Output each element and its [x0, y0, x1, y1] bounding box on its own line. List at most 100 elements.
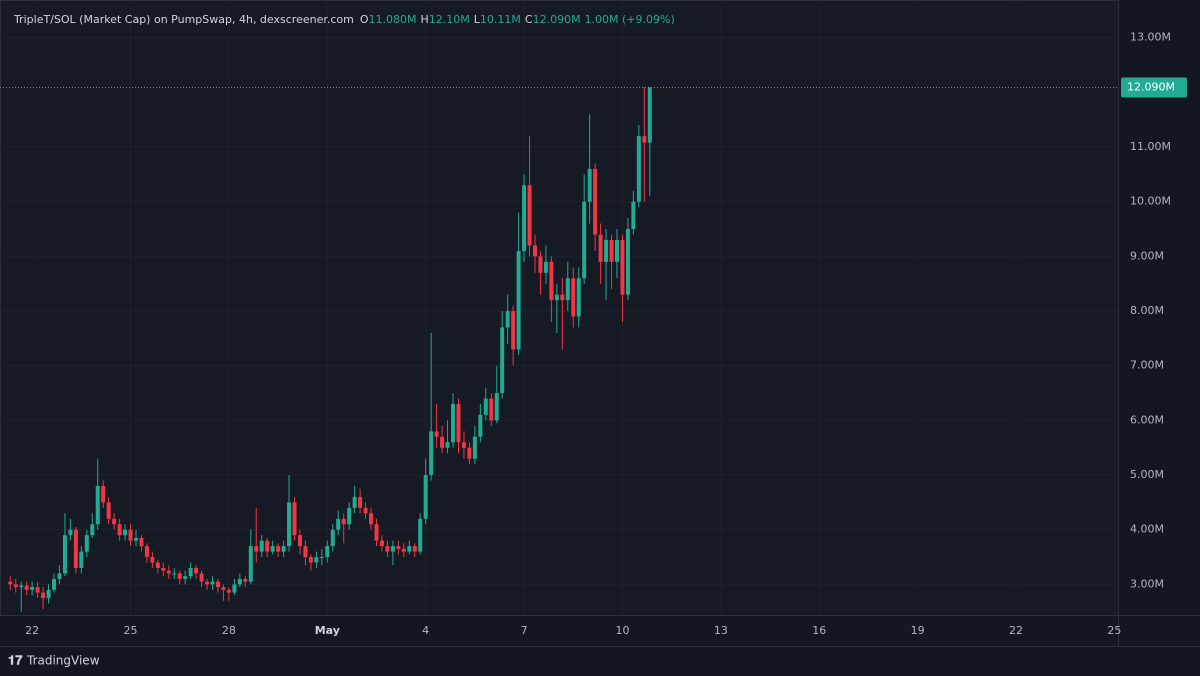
x-tick-label: 19	[911, 624, 925, 637]
candle-body	[128, 529, 133, 541]
x-tick-label: 16	[812, 624, 826, 637]
candle-body	[254, 546, 259, 552]
candle-body	[35, 587, 40, 593]
x-tick-label: 4	[422, 624, 429, 637]
candle-body	[429, 431, 434, 476]
candle-body	[451, 403, 456, 443]
candle-body	[270, 546, 275, 552]
x-tick-label: 7	[521, 624, 528, 637]
x-tick-label: 10	[615, 624, 629, 637]
candle-body	[177, 573, 182, 579]
candle-body	[19, 585, 24, 588]
candle-body	[494, 393, 499, 421]
change: 1.00M (+9.09%)	[585, 13, 675, 26]
candle-body	[319, 557, 324, 559]
x-tick-label: 25	[124, 624, 138, 637]
candle-body	[576, 278, 581, 317]
candle-body	[194, 567, 199, 574]
candle-body	[538, 256, 543, 273]
candle-body	[237, 578, 242, 585]
candle-body	[347, 507, 352, 525]
ohlc-label: O	[360, 13, 369, 26]
last-price-badge	[1121, 77, 1187, 98]
y-tick-label: 7.00M	[1130, 359, 1164, 372]
candle-body	[24, 585, 29, 590]
candle-body	[527, 185, 532, 246]
candle-body	[139, 537, 144, 547]
candle-body	[363, 507, 368, 514]
candle-body	[407, 546, 412, 552]
header-title: TripleT/SOL (Market Cap) on PumpSwap, 4h…	[13, 13, 354, 26]
candle-body	[609, 239, 614, 262]
y-tick-label: 11.00M	[1130, 140, 1171, 153]
candle-body	[598, 234, 603, 262]
candle-body	[325, 546, 330, 558]
y-tick-label: 8.00M	[1130, 304, 1164, 317]
y-tick-label: 13.00M	[1130, 31, 1171, 44]
candle-body	[276, 546, 281, 552]
ohlc-value: 11.080M	[369, 13, 417, 26]
candle-body	[396, 546, 401, 549]
candle-body	[30, 587, 35, 590]
brand: TradingView	[26, 654, 100, 668]
candle-body	[549, 261, 554, 301]
candle-body	[68, 529, 73, 536]
candle-body	[150, 557, 155, 563]
candle-body	[472, 436, 477, 459]
last-price-label: 12.090M	[1127, 80, 1175, 93]
candle-body	[352, 496, 357, 508]
candle-body	[582, 201, 587, 279]
candle-body	[308, 557, 313, 563]
candle-body	[215, 581, 220, 588]
candle-body	[205, 581, 210, 585]
candle-body	[155, 562, 160, 568]
candle-body	[314, 557, 319, 563]
candle-body	[456, 403, 461, 443]
candle-body	[379, 540, 384, 547]
candle-body	[505, 311, 510, 328]
candle-body	[62, 535, 67, 574]
candle-body	[172, 573, 177, 575]
candle-body	[571, 278, 576, 317]
candle-body	[226, 589, 231, 593]
candle-body	[199, 573, 204, 582]
candle-body	[565, 278, 570, 301]
candle-body	[106, 502, 111, 519]
candle-body	[134, 537, 139, 541]
candle-body	[625, 229, 630, 295]
candle-body	[90, 524, 95, 536]
candle-body	[483, 398, 488, 415]
candle-body	[84, 535, 89, 552]
candle-body	[183, 576, 188, 579]
candle-body	[631, 201, 636, 230]
x-tick-label: 22	[1009, 624, 1023, 637]
candle-body	[560, 294, 565, 301]
y-tick-label: 6.00M	[1130, 413, 1164, 426]
header: TripleT/SOL (Market Cap) on PumpSwap, 4h…	[13, 13, 675, 26]
candle-body	[516, 250, 521, 350]
candle-body	[112, 518, 117, 525]
candle-body	[543, 261, 548, 273]
candle-body	[390, 546, 395, 552]
candle-body	[593, 168, 598, 235]
candle-body	[166, 570, 171, 574]
candle-body	[101, 485, 106, 503]
candle-body	[117, 524, 122, 536]
candle-body	[52, 578, 57, 590]
candle-body	[511, 311, 516, 350]
y-tick-label: 9.00M	[1130, 249, 1164, 262]
candle-body	[554, 294, 559, 301]
candle-body	[500, 327, 505, 394]
ohlc-value: 12.10M	[429, 13, 470, 26]
candle-body	[401, 548, 406, 552]
candle-body	[144, 546, 149, 558]
candle-body	[341, 518, 346, 525]
candle-body	[647, 87, 652, 143]
candle-body	[614, 239, 619, 262]
y-tick-label: 3.00M	[1130, 577, 1164, 590]
candle-body	[330, 529, 335, 547]
labels: 3.00M 4.00M 5.00M 6.00M 7.00M 8.00M 9.00M 10.00…	[25, 31, 1187, 637]
candle-body	[440, 436, 445, 448]
candle-body	[478, 414, 483, 437]
